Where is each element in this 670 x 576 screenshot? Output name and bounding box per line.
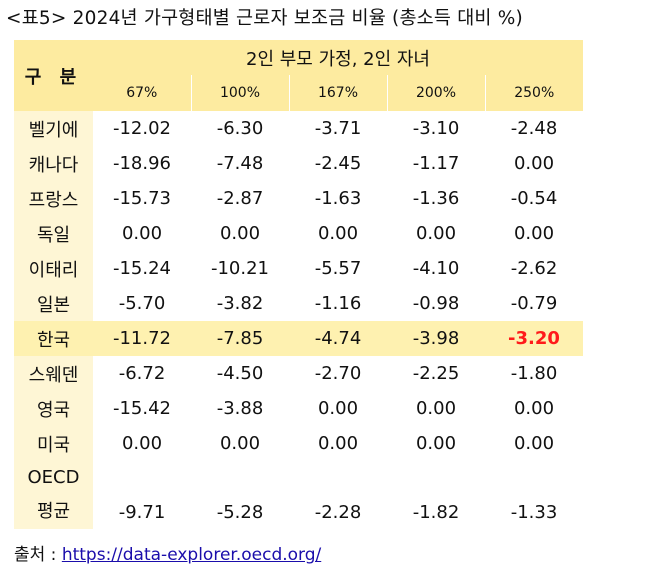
table-cell: -2.70 [289, 356, 387, 391]
table-cell: -1.63 [289, 181, 387, 216]
header-gubun: 구 분 [14, 40, 93, 111]
table-cell: -5.70 [93, 286, 191, 321]
table-cell: 0.00 [191, 426, 289, 461]
table-cell: 0.00 [289, 391, 387, 426]
source-link[interactable]: https://data-explorer.oecd.org/ [61, 545, 322, 565]
table-cell: -3.88 [191, 391, 289, 426]
table-row: 이태리 -15.24 -10.21 -5.57 -4.10 -2.62 [14, 251, 583, 286]
table-cell: -5.28 [191, 461, 289, 529]
table-cell: -2.25 [387, 356, 485, 391]
table-cell: -4.50 [191, 356, 289, 391]
table-cell: 0.00 [485, 426, 583, 461]
table-cell: -3.10 [387, 111, 485, 146]
country-label: 스웨덴 [14, 356, 93, 391]
country-label: 미국 [14, 426, 93, 461]
table-cell: 0.00 [93, 426, 191, 461]
table-cell: -1.36 [387, 181, 485, 216]
table-cell: -7.48 [191, 146, 289, 181]
country-label-line2: 평균 [36, 501, 71, 522]
header-row-columns: 67% 100% 167% 200% 250% [14, 75, 583, 111]
table-cell: -3.82 [191, 286, 289, 321]
table-cell: -15.73 [93, 181, 191, 216]
table-cell: 0.00 [289, 426, 387, 461]
table-row: 스웨덴 -6.72 -4.50 -2.70 -2.25 -1.80 [14, 356, 583, 391]
table-cell: -12.02 [93, 111, 191, 146]
table-cell: 0.00 [485, 391, 583, 426]
table-row: 캐나다 -18.96 -7.48 -2.45 -1.17 0.00 [14, 146, 583, 181]
table-cell: -5.57 [289, 251, 387, 286]
country-label: OECD 평균 [14, 461, 93, 529]
table-cell: 0.00 [485, 146, 583, 181]
table-row: 벨기에 -12.02 -6.30 -3.71 -3.10 -2.48 [14, 111, 583, 146]
table-row-highlighted: 한국 -11.72 -7.85 -4.74 -3.98 -3.20 [14, 321, 583, 356]
table-cell: 0.00 [387, 216, 485, 251]
source-note: 출처 : https://data-explorer.oecd.org/ [14, 540, 321, 565]
country-label: 이태리 [14, 251, 93, 286]
country-label: 한국 [14, 321, 93, 356]
table-cell: -9.71 [93, 461, 191, 529]
table-row: 독일 0.00 0.00 0.00 0.00 0.00 [14, 216, 583, 251]
table-cell: -1.80 [485, 356, 583, 391]
table-cell: -18.96 [93, 146, 191, 181]
table-row: 일본 -5.70 -3.82 -1.16 -0.98 -0.79 [14, 286, 583, 321]
country-label: 독일 [14, 216, 93, 251]
table-row: 프랑스 -15.73 -2.87 -1.63 -1.36 -0.54 [14, 181, 583, 216]
subsidy-table: 구 분 2인 부모 가정, 2인 자녀 67% 100% 167% 200% 2… [14, 40, 583, 529]
column-header: 200% [386, 75, 485, 111]
column-header: 67% [93, 75, 191, 111]
table-row-oecd: OECD 평균 -9.71 -5.28 -2.28 -1.82 -1.33 [14, 461, 583, 529]
table-cell: -0.98 [387, 286, 485, 321]
table-row: 영국 -15.42 -3.88 0.00 0.00 0.00 [14, 391, 583, 426]
table-cell: 0.00 [289, 216, 387, 251]
table-cell: -2.87 [191, 181, 289, 216]
table-cell: 0.00 [93, 216, 191, 251]
table-cell: -15.42 [93, 391, 191, 426]
table-cell: -2.28 [289, 461, 387, 529]
country-label: 캐나다 [14, 146, 93, 181]
table-cell: -0.54 [485, 181, 583, 216]
column-header: 250% [484, 75, 583, 111]
table-cell: 0.00 [191, 216, 289, 251]
table-cell: 0.00 [387, 391, 485, 426]
country-label-line1: OECD [27, 467, 80, 488]
table-cell: -6.30 [191, 111, 289, 146]
table-row: 미국 0.00 0.00 0.00 0.00 0.00 [14, 426, 583, 461]
table-cell: -2.45 [289, 146, 387, 181]
column-header: 100% [190, 75, 289, 111]
table-title: <표5> 2024년 가구형태별 근로자 보조금 비율 (총소득 대비 %) [6, 8, 523, 29]
table-cell: -1.17 [387, 146, 485, 181]
table-cell: -1.16 [289, 286, 387, 321]
header-row-group: 구 분 2인 부모 가정, 2인 자녀 [14, 40, 583, 111]
country-label: 일본 [14, 286, 93, 321]
table-cell: -6.72 [93, 356, 191, 391]
table-cell: -3.98 [387, 321, 485, 356]
country-label: 영국 [14, 391, 93, 426]
table-cell: -1.33 [485, 461, 583, 529]
table-cell: -10.21 [191, 251, 289, 286]
country-label: 벨기에 [14, 111, 93, 146]
table-cell: -11.72 [93, 321, 191, 356]
table-cell: -4.74 [289, 321, 387, 356]
table-cell: -0.79 [485, 286, 583, 321]
table-cell-highlighted: -3.20 [485, 321, 583, 356]
table-cell: -3.71 [289, 111, 387, 146]
table-cell: -2.62 [485, 251, 583, 286]
column-header: 167% [288, 75, 387, 111]
table-cell: -15.24 [93, 251, 191, 286]
table-cell: 0.00 [387, 426, 485, 461]
table-cell: 0.00 [485, 216, 583, 251]
table-cell: -7.85 [191, 321, 289, 356]
table-cell: -1.82 [387, 461, 485, 529]
table-cell: -2.48 [485, 111, 583, 146]
country-label: 프랑스 [14, 181, 93, 216]
header-group: 2인 부모 가정, 2인 자녀 [93, 40, 583, 75]
table-cell: -4.10 [387, 251, 485, 286]
source-label: 출처 : [14, 545, 57, 565]
